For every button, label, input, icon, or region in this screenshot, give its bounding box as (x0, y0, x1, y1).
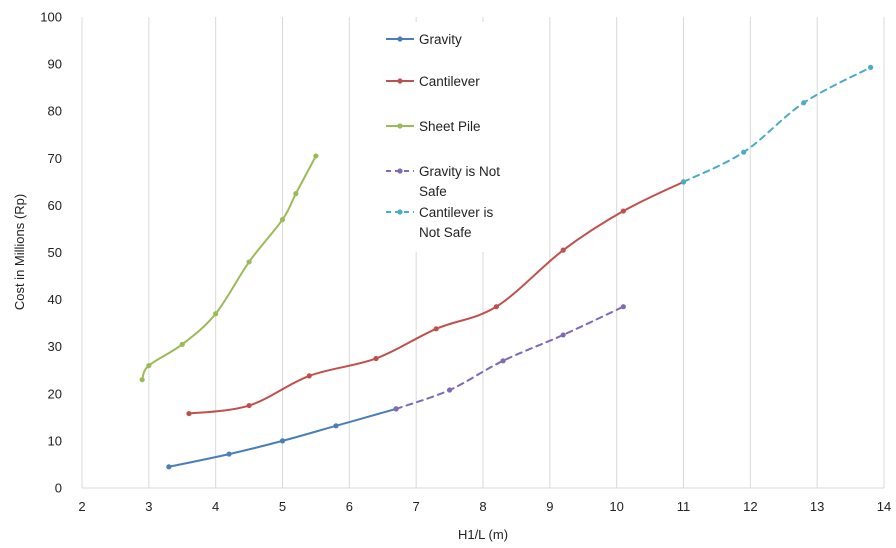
x-tick-label-4: 4 (212, 499, 219, 514)
data-point-gravity-is-not-safe-2 (446, 387, 453, 393)
y-tick-label-40: 40 (48, 292, 62, 307)
x-tick-label-13: 13 (810, 499, 824, 514)
y-tick-label-70: 70 (48, 151, 62, 166)
data-point-gravity-is-not-safe-5 (620, 304, 626, 310)
series-line-cantilever-is-not-safe (682, 66, 872, 183)
legend-label-cantilever-is-not-safe-line-2: Not Safe (419, 225, 472, 240)
data-point-sheet-pile-4 (213, 311, 219, 317)
y-axis-title: Cost in Millions (Rp) (12, 194, 27, 310)
data-point-gravity-is-not-safe-4 (560, 332, 566, 338)
y-tick-label-60: 60 (48, 198, 62, 213)
legend-item-cantilever: Cantilever (386, 74, 480, 89)
data-point-gravity-1 (166, 464, 172, 470)
y-tick-labels: 0 10 20 30 40 50 60 70 80 90 100 (40, 10, 62, 496)
y-tick-label-0: 0 (55, 481, 62, 496)
x-tick-label-9: 9 (546, 499, 553, 514)
y-tick-label-80: 80 (48, 104, 62, 119)
legend-label-cantilever-is-not-safe-line-1: Cantilever is (419, 205, 494, 220)
data-point-sheet-pile-8 (313, 153, 319, 159)
legend-label-cantilever: Cantilever (419, 74, 480, 89)
x-tick-label-12: 12 (743, 499, 757, 514)
data-point-cantilever-7 (560, 247, 566, 253)
data-point-sheet-pile-5 (246, 259, 252, 265)
series-sheet-pile (139, 153, 319, 383)
y-tick-label-30: 30 (48, 339, 62, 354)
series-gravity-is-not-safe (393, 304, 626, 412)
legend-item-gravity-is-not-safe: Gravity is Not Safe (386, 164, 500, 199)
x-tick-label-8: 8 (479, 499, 486, 514)
data-point-gravity-is-not-safe-1 (393, 406, 399, 412)
y-tick-label-50: 50 (48, 245, 62, 260)
legend-label-gravity-is-not-safe-line-1: Gravity is Not (419, 164, 500, 179)
legend-item-cantilever-is-not-safe: Cantilever is Not Safe (386, 205, 494, 240)
data-point-cantilever-is-not-safe-2 (741, 149, 747, 155)
data-point-sheet-pile-6 (279, 216, 286, 223)
data-point-sheet-pile-1 (139, 377, 145, 383)
data-point-gravity-4 (333, 423, 339, 429)
data-point-cantilever-1 (186, 410, 192, 417)
legend-marker-gravity (397, 36, 403, 42)
data-point-sheet-pile-7 (293, 191, 299, 197)
legend-item-gravity: Gravity (386, 32, 462, 47)
legend-item-sheet-pile: Sheet Pile (386, 119, 481, 134)
data-point-cantilever-2 (246, 402, 252, 409)
series-lines (139, 64, 874, 470)
data-point-cantilever-8 (620, 208, 626, 214)
y-tick-label-100: 100 (40, 10, 62, 25)
data-point-cantilever-is-not-safe-1 (680, 179, 687, 185)
data-point-gravity-2 (226, 451, 232, 457)
x-tick-label-11: 11 (677, 499, 691, 514)
data-point-sheet-pile-3 (179, 341, 185, 347)
legend-marker-sheet-pile (397, 123, 403, 129)
x-tick-label-3: 3 (145, 499, 152, 514)
y-tick-label-10: 10 (48, 433, 62, 448)
legend: Gravity Cantilever Sheet Pile Gravity is No… (376, 22, 538, 252)
gridlines (81, 17, 885, 489)
data-point-gravity-3 (279, 438, 286, 444)
legend-marker-gravity-is-not-safe (397, 168, 403, 174)
data-point-cantilever-4 (373, 355, 379, 362)
data-point-cantilever-5 (433, 326, 439, 332)
x-tick-label-5: 5 (279, 499, 286, 514)
x-axis-title: H1/L (m) (458, 527, 508, 542)
series-cantilever-is-not-safe (680, 64, 874, 185)
data-point-cantilever-6 (493, 304, 499, 310)
legend-marker-cantilever-is-not-safe (397, 209, 403, 215)
data-point-cantilever-is-not-safe-4 (868, 64, 874, 70)
data-point-gravity-is-not-safe-3 (500, 358, 506, 364)
x-tick-label-10: 10 (609, 499, 623, 514)
x-tick-label-7: 7 (413, 499, 420, 514)
legend-label-sheet-pile: Sheet Pile (419, 119, 481, 134)
legend-background (376, 22, 538, 252)
data-point-sheet-pile-2 (146, 362, 152, 369)
data-point-cantilever-is-not-safe-3 (801, 100, 807, 106)
data-point-cantilever-3 (306, 373, 312, 379)
legend-label-gravity: Gravity (419, 32, 462, 47)
x-tick-label-6: 6 (346, 499, 353, 514)
legend-label-gravity-is-not-safe-line-2: Safe (419, 184, 447, 199)
y-tick-label-90: 90 (48, 57, 62, 72)
x-tick-labels: 2 3 4 5 6 7 8 9 10 11 12 13 14 (78, 499, 891, 514)
legend-marker-cantilever (397, 78, 403, 84)
y-tick-label-20: 20 (48, 386, 62, 401)
x-tick-label-14: 14 (877, 499, 891, 514)
x-tick-label-2: 2 (78, 499, 85, 514)
